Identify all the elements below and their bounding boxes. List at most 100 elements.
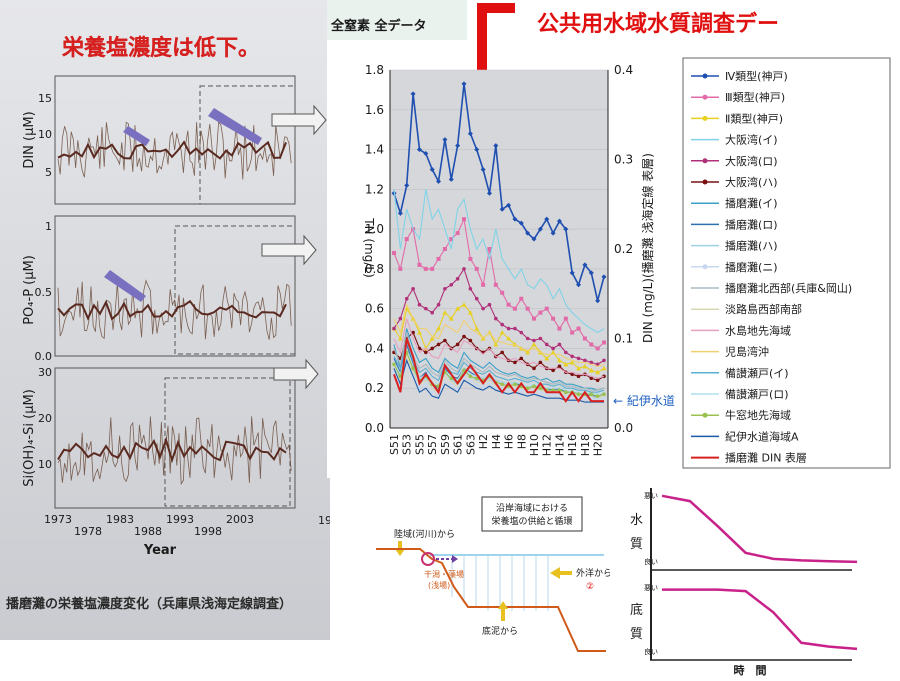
data-point xyxy=(544,216,550,222)
legend-label: 播磨灘(ニ) xyxy=(725,260,778,274)
legend-entry: 大阪湾(ロ) xyxy=(691,154,778,168)
sediment-arrow xyxy=(498,601,508,609)
data-point xyxy=(436,302,441,307)
data-point xyxy=(518,220,524,226)
legend-entry: 播磨灘北西部(兵庫&岡山) xyxy=(691,281,852,295)
data-point xyxy=(416,330,422,335)
data-point xyxy=(602,392,606,396)
data-point xyxy=(563,393,569,399)
data-point xyxy=(532,384,536,389)
legend-entry: 紀伊水道海域A xyxy=(691,429,799,443)
data-point xyxy=(448,316,454,321)
data-point xyxy=(595,362,600,367)
data-point xyxy=(486,190,492,196)
legend-marker xyxy=(702,179,708,185)
data-point xyxy=(525,306,530,311)
data-point xyxy=(417,302,422,307)
data-point xyxy=(494,316,498,321)
x-tick-label: H10 xyxy=(528,434,541,456)
year-tick-1978: 1978 xyxy=(74,525,102,538)
x-tick-label: S61 xyxy=(452,434,465,455)
sediment-label-1: 底 xyxy=(630,602,643,618)
x-tick-label: H2 xyxy=(477,434,490,449)
data-point xyxy=(576,356,581,361)
x-tick-label: S59 xyxy=(439,434,452,455)
data-point xyxy=(474,266,479,271)
data-point xyxy=(531,341,537,347)
x-tick-label: H18 xyxy=(579,434,592,456)
data-point xyxy=(576,282,582,288)
year-tick-2003: 2003 xyxy=(226,513,254,526)
po4-arrow xyxy=(104,270,146,302)
y-tick-label: 1.8 xyxy=(365,63,384,77)
data-point xyxy=(436,326,442,331)
data-point xyxy=(557,326,562,331)
x-tick-label: S57 xyxy=(426,434,439,455)
data-point xyxy=(436,256,441,261)
data-point xyxy=(576,374,581,379)
kii-annotation: ← 紀伊水道 xyxy=(613,394,675,408)
data-point xyxy=(564,350,568,355)
data-point xyxy=(468,374,473,379)
series-line xyxy=(393,338,605,393)
series-line xyxy=(393,338,604,403)
pointer-arrow-1 xyxy=(271,104,327,136)
data-point xyxy=(582,262,588,268)
legend-label: 播磨灘 DIN 表層 xyxy=(725,451,807,465)
data-point xyxy=(595,346,600,351)
data-point xyxy=(493,143,499,149)
data-point xyxy=(582,395,588,401)
data-point xyxy=(506,302,511,307)
data-point xyxy=(588,270,594,276)
legend-label: Ⅲ類型(神戸) xyxy=(725,90,785,104)
si-trace xyxy=(57,416,292,486)
data-point xyxy=(423,266,428,271)
data-point xyxy=(443,286,447,291)
data-point xyxy=(424,306,428,311)
data-point xyxy=(506,387,512,393)
series-line xyxy=(393,318,605,379)
data-point xyxy=(513,326,517,331)
series-1 xyxy=(392,217,606,351)
data-point xyxy=(513,360,517,365)
series-line xyxy=(393,358,604,403)
coastal-diagram-svg: 沿岸海域における 栄養塩の供給と循環 陸域(河川)から 干潟・藻場 (浅場) 外… xyxy=(376,496,610,652)
year-tick-1993: 1993 xyxy=(166,513,194,526)
legend-label: 播磨灘北西部(兵庫&岡山) xyxy=(725,281,852,295)
y-right-tick-label: 0.1 xyxy=(614,332,633,346)
legend-entry: Ⅱ類型(神戸) xyxy=(691,111,783,125)
pointer-arrow-2 xyxy=(261,234,317,266)
x-tick-label: S53 xyxy=(401,434,414,455)
data-point xyxy=(512,216,518,222)
din-tick-15: 15 xyxy=(38,92,52,105)
data-point xyxy=(480,383,486,389)
data-point xyxy=(525,336,530,341)
data-point xyxy=(487,247,492,251)
slide-title-overlay: 栄養塩濃度は低下。 xyxy=(62,36,261,61)
data-point xyxy=(499,330,505,335)
data-point xyxy=(532,316,536,321)
data-point xyxy=(602,358,606,363)
data-point xyxy=(416,147,422,153)
y-tick-label: 0.4 xyxy=(365,341,384,355)
data-point xyxy=(570,354,574,359)
data-point xyxy=(467,310,473,315)
din-tick-5: 5 xyxy=(45,166,52,179)
data-point xyxy=(595,369,601,375)
data-point xyxy=(570,330,575,335)
data-point xyxy=(602,374,606,379)
x-tick-label: H14 xyxy=(553,434,566,456)
data-point xyxy=(429,336,435,341)
time-label: 時 間 xyxy=(734,663,767,677)
series-line xyxy=(393,189,605,334)
slide-plots: DIN (μM) PO₄-P (μM) Si(OH)₄-Si (μM) 15 1… xyxy=(0,0,330,640)
data-point xyxy=(532,366,536,371)
series-12 xyxy=(393,318,605,379)
data-point xyxy=(449,376,454,381)
data-point xyxy=(500,382,504,387)
data-point xyxy=(423,381,429,387)
data-point xyxy=(519,296,524,301)
x-tick-label: S51 xyxy=(388,434,401,455)
data-point xyxy=(423,151,429,157)
data-point xyxy=(563,361,569,367)
